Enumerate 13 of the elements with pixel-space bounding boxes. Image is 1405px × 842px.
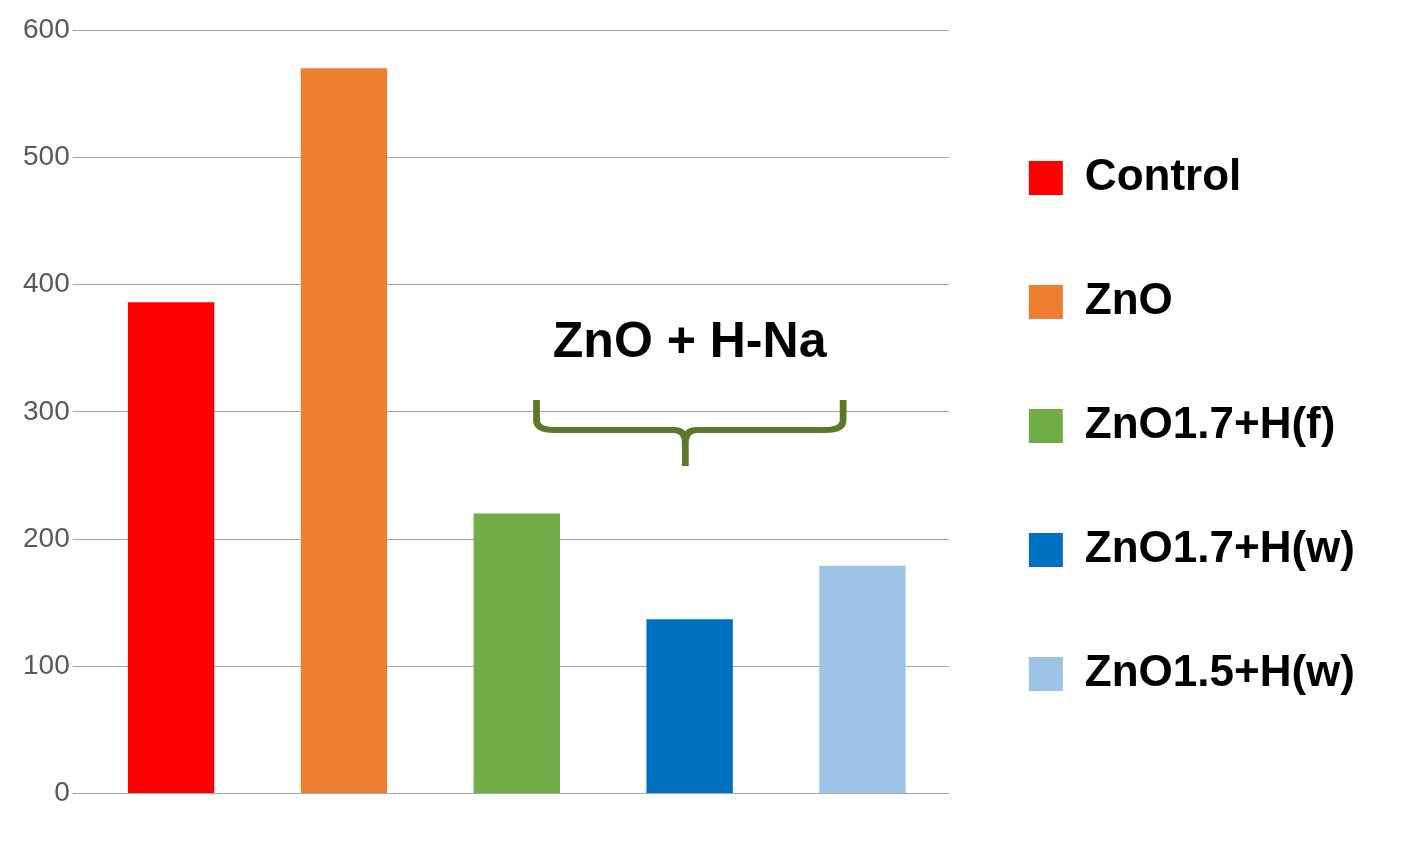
legend-label: ZnO [1084,274,1173,324]
y-tick-label: 300 [23,394,70,426]
y-tick-label: 0 [54,776,70,808]
legend-label: ZnO1.5+H(w) [1084,646,1356,696]
y-tick-label: 500 [23,139,70,171]
legend-label: Control [1084,150,1242,200]
legend-label: ZnO1.7+H(f) [1084,398,1336,448]
legend-label: ZnO1.7+H(w) [1084,522,1356,572]
y-tick-label: 200 [23,521,70,553]
annotation: ZnO + H-Na [552,311,828,368]
y-tick-label: 400 [23,267,70,299]
y-tick-label: 100 [23,649,70,681]
y-tick-label: 600 [23,12,70,44]
